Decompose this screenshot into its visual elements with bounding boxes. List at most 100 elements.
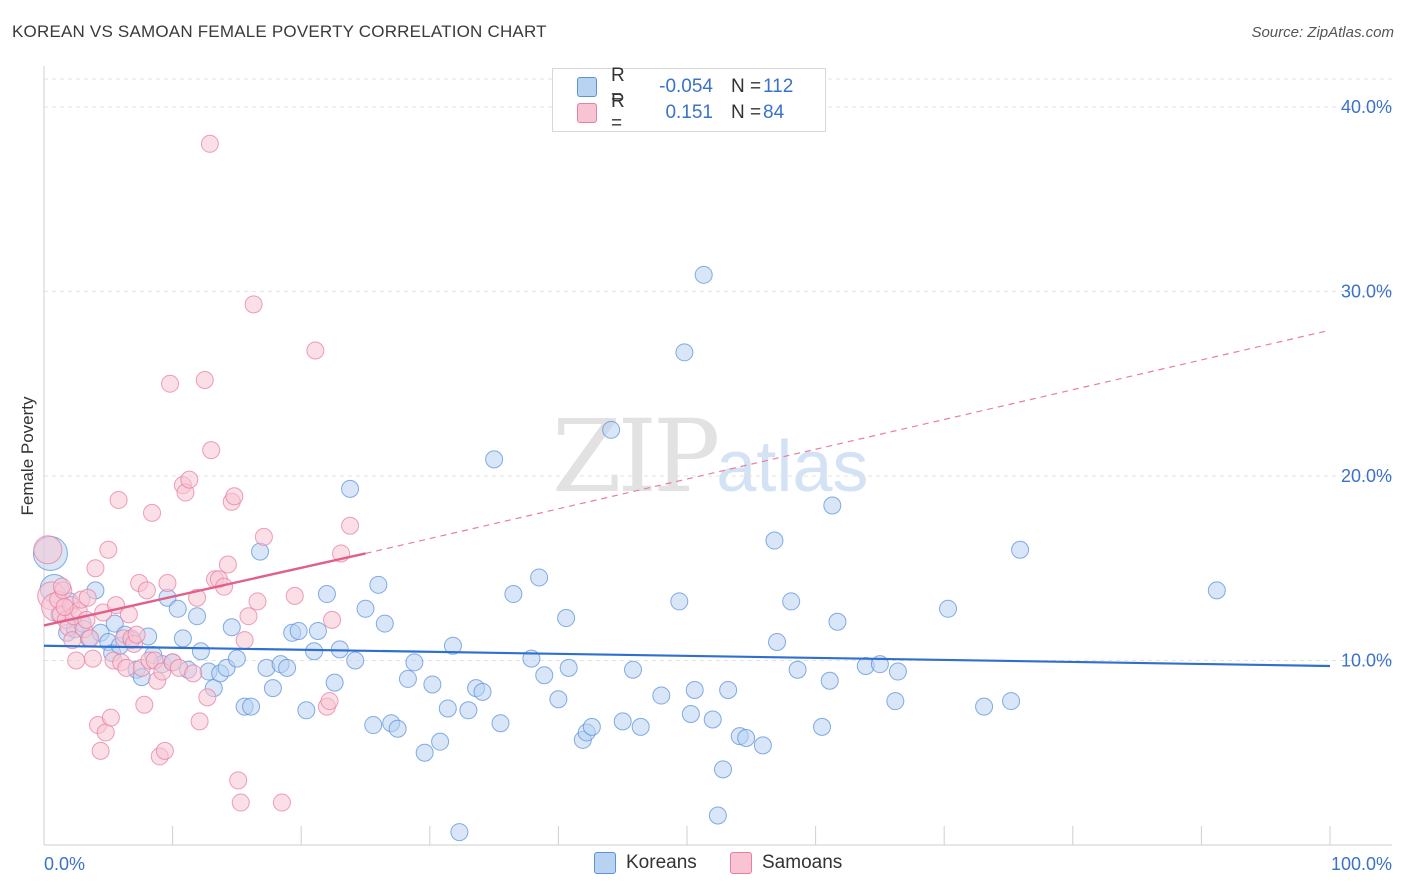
samoans-point <box>161 374 180 393</box>
bottom-legend-label-samoans: Samoans <box>762 852 843 873</box>
koreans-point <box>346 651 365 670</box>
watermark: ZIPatlas <box>552 398 868 515</box>
koreans-point <box>602 420 621 439</box>
y-tick-label: 40.0% <box>1341 97 1392 117</box>
koreans-point <box>557 609 576 628</box>
koreans-point <box>317 585 336 604</box>
koreans-point <box>305 642 324 661</box>
samoans-point <box>33 535 63 565</box>
legend-n-label: N = <box>731 76 762 97</box>
koreans-point <box>504 585 523 604</box>
samoans-point <box>200 134 219 153</box>
y-axis-label: Female Poverty <box>18 396 37 516</box>
koreans-point <box>714 760 733 779</box>
samoans-point <box>229 771 248 790</box>
bottom-legend-swatch-koreans <box>594 852 616 874</box>
samoans-point <box>83 649 102 668</box>
koreans-point <box>278 658 297 677</box>
koreans-point <box>708 806 727 825</box>
samoans-point <box>231 793 250 812</box>
samoans-point <box>320 692 339 711</box>
koreans-point <box>415 743 434 762</box>
koreans-point <box>782 592 801 611</box>
samoans-point <box>248 592 267 611</box>
koreans-point <box>405 653 424 672</box>
koreans-trend-line <box>43 644 1331 668</box>
koreans-point <box>813 717 832 736</box>
koreans-point <box>768 633 787 652</box>
samoans-point <box>218 555 237 574</box>
legend-r-value: -0.054 <box>659 76 713 97</box>
samoans-point <box>254 527 273 546</box>
koreans-point <box>823 496 842 515</box>
koreans-point <box>188 607 207 626</box>
x-tick-label: 0.0% <box>44 854 85 874</box>
samoans-point <box>244 295 263 314</box>
samoans-point <box>158 573 177 592</box>
koreans-point <box>530 568 549 587</box>
koreans-point <box>820 671 839 690</box>
koreans-point <box>888 662 907 681</box>
koreans-point <box>535 666 554 685</box>
samoans-point <box>53 577 72 596</box>
koreans-point <box>1002 692 1021 711</box>
koreans-point <box>719 681 738 699</box>
koreans-point <box>191 642 210 661</box>
samoans-point <box>86 559 105 578</box>
legend-row-koreans: R = -0.054 N = 112 <box>577 65 803 108</box>
samoans-point <box>91 741 110 760</box>
samoans-point <box>67 651 86 670</box>
samoans-point <box>184 664 203 683</box>
koreans-point <box>438 699 457 718</box>
samoans-point <box>285 586 304 605</box>
koreans-point <box>886 692 905 711</box>
koreans-point <box>613 712 632 731</box>
y-tick-label: 20.0% <box>1341 466 1392 486</box>
koreans-point <box>388 719 407 738</box>
samoans-trend-line <box>43 552 366 627</box>
samoans-point <box>195 371 214 389</box>
samoans-point <box>198 688 217 707</box>
chart-title: KOREAN VS SAMOAN FEMALE POVERTY CORRELAT… <box>12 22 547 41</box>
koreans-point <box>450 823 469 842</box>
koreans-point <box>828 612 847 631</box>
samoans-point <box>137 581 156 600</box>
legend-n-value: 84 <box>763 102 785 123</box>
x-tick-label: 100.0% <box>1331 854 1392 874</box>
watermark-atlas: atlas <box>716 427 869 507</box>
samoans-point <box>81 629 100 648</box>
koreans-point <box>168 599 187 618</box>
koreans-point <box>173 629 192 648</box>
samoans-point <box>202 441 221 460</box>
koreans-point <box>485 450 504 469</box>
koreans-point <box>369 575 388 594</box>
koreans-point <box>341 479 360 498</box>
samoans-point <box>99 540 118 559</box>
koreans-point <box>681 704 700 723</box>
koreans-point <box>364 716 383 735</box>
samoans-point <box>190 712 209 731</box>
samoans-point <box>306 341 325 360</box>
bottom-legend-samoans: Samoans <box>730 852 842 874</box>
koreans-point <box>631 717 650 736</box>
koreans-point <box>1207 581 1226 600</box>
samoans-point <box>55 597 74 616</box>
koreans-point <box>788 660 807 679</box>
koreans-point <box>398 669 417 688</box>
watermark-zip: ZIP <box>552 398 720 515</box>
koreans-point <box>375 614 394 633</box>
samoans-trend-extension <box>365 329 1331 555</box>
samoans-point <box>239 607 258 626</box>
samoans-point <box>235 631 254 650</box>
koreans-point <box>623 660 642 679</box>
koreans-point <box>459 701 478 720</box>
koreans-point <box>473 682 492 701</box>
y-tick-label: 10.0% <box>1341 650 1392 670</box>
koreans-point <box>308 621 327 640</box>
koreans-point <box>753 736 772 755</box>
samoans-point <box>180 470 199 489</box>
koreans-point <box>251 542 270 561</box>
koreans-point <box>939 599 958 618</box>
legend-swatch-samoans <box>577 103 597 123</box>
